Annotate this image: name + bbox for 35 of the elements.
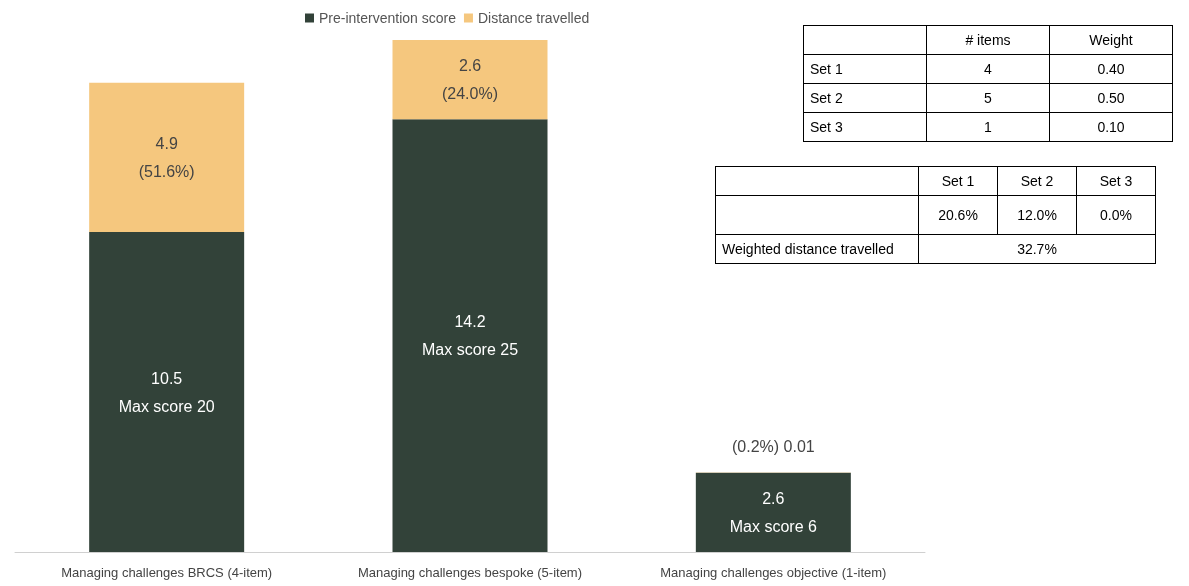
category-label: Set 3 [1076, 166, 1156, 196]
x-tick-label: Managing challenges objective (1-item) [660, 565, 887, 580]
data-label: 14.2 Max score 25 [421, 313, 519, 359]
bar [392, 40, 548, 120]
text: 20.6% [938, 207, 978, 223]
text: 5 [984, 90, 992, 106]
legend-label: Distance travelled [477, 10, 590, 26]
category-label: Set 2 [810, 90, 843, 106]
text: 0.0% [1100, 207, 1132, 223]
data-label: 10.5 Max score 20 [118, 369, 215, 415]
x-tick-label: Managing challenges bespoke (5-item) [357, 565, 583, 580]
category-label: Set 3 [810, 119, 843, 135]
category-label: Weighted distance travelled [722, 241, 894, 257]
text: 32.7% [1017, 241, 1057, 257]
bar [392, 119, 548, 552]
text: 12.0% [1017, 207, 1057, 223]
data-label: 2.6 Max score 6 [729, 489, 818, 535]
category-label: Set 1 [810, 61, 843, 77]
text: 0.50 [1097, 90, 1125, 106]
bar [89, 82, 245, 232]
data-label: (0.2%) 0.01 [731, 437, 815, 455]
bar [695, 472, 851, 552]
category-label: Set 1 [918, 166, 998, 196]
text: 0.10 [1097, 119, 1125, 135]
legend-label: Pre-intervention score [319, 10, 457, 26]
category-label: Set 2 [997, 166, 1077, 196]
text: 1 [984, 119, 992, 135]
data-label: 4.9 (51.6%) [138, 134, 195, 180]
category-label: # items [926, 25, 1050, 55]
text: 0.40 [1097, 61, 1125, 77]
x-tick-label: Managing challenges BRCS (4-item) [61, 565, 273, 580]
category-label: Weight [1049, 25, 1173, 55]
bar [89, 232, 245, 552]
data-label: 2.6 (24.0%) [441, 57, 499, 103]
text: 4 [984, 61, 992, 77]
